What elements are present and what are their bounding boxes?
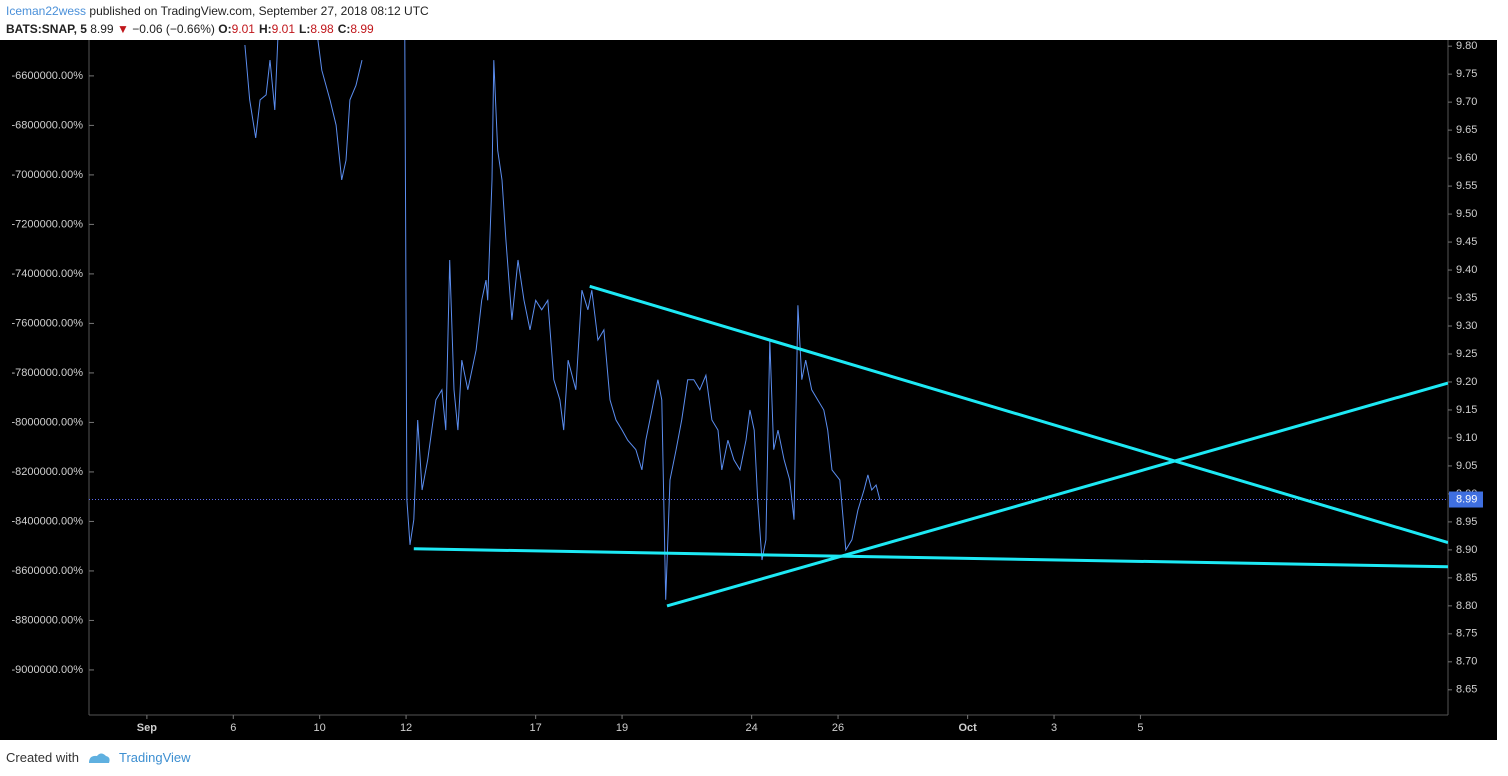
last-price-box [1449,491,1483,508]
y2-tick-label: 9.30 [1456,320,1477,332]
trend-line [666,381,1448,608]
price-line [244,40,881,600]
x-tick-label: 6 [230,722,236,734]
y-tick-label: -6800000.00% [11,119,83,131]
published: published on TradingView.com, September … [89,4,429,18]
ohlc: O:9.01 H:9.01 L:8.98 C:8.99 [218,22,377,36]
x-tick-label: 26 [832,722,844,734]
x-tick-label: 12 [400,722,412,734]
y-tick-label: -7800000.00% [11,367,83,379]
footer: Created with TradingView [6,750,191,765]
y2-tick-label: 9.10 [1456,432,1477,444]
y2-tick-label: 9.15 [1456,404,1477,416]
y2-tick-label: 8.65 [1456,684,1477,696]
y2-tick-label: 8.75 [1456,628,1477,640]
y-tick-label: -7600000.00% [11,317,83,329]
price: 8.99 [90,22,114,36]
created-with: Created with [6,750,79,765]
ohlc-label: C: [337,22,351,36]
y2-tick-label: 8.85 [1456,572,1477,584]
y-tick-label: -6600000.00% [11,70,83,82]
y2-tick-label: 9.35 [1456,292,1477,304]
trend-line [413,547,1448,569]
header-line-2: BATS:SNAP, 5 8.99 ▼ −0.06 (−0.66%) O:9.0… [6,22,378,36]
author[interactable]: Iceman22wess [6,4,87,18]
ohlc-value: 9.01 [231,22,255,36]
x-tick-label: 17 [530,722,542,734]
ohlc-label: H: [258,22,272,36]
ohlc-label: O: [218,22,232,36]
x-tick-label: 24 [746,722,758,734]
y-tick-label: -7200000.00% [11,218,83,230]
y2-tick-label: 9.05 [1456,460,1477,472]
last-price-label: 8.99 [1456,493,1477,505]
y-tick-label: -7400000.00% [11,268,83,280]
x-tick-label: Sep [137,722,157,734]
y2-tick-label: 9.55 [1456,180,1477,192]
x-tick-label: 10 [314,722,326,734]
chart: Sep 6 10 12 17 19 24 26 Oct 3 5 -6600000.00% -680000… [0,40,1497,740]
y2-tick-label: 9.70 [1456,96,1477,108]
y2-tick-label: 9.45 [1456,236,1477,248]
y2-tick-label: 9.65 [1456,124,1477,136]
x-tick-label: 3 [1051,722,1057,734]
plot-area [89,40,1448,608]
brand[interactable]: TradingView [118,750,191,765]
x-tick-label: 5 [1137,722,1143,734]
y2-tick-label: 9.80 [1456,40,1477,52]
ohlc-label: L: [299,22,311,36]
y-tick-label: -8200000.00% [11,466,83,478]
chart-background [0,40,1497,740]
y-tick-label: -9000000.00% [11,664,83,676]
y-tick-label: -8600000.00% [11,565,83,577]
down-icon: ▼ [116,22,129,36]
y2-tick-label: 8.90 [1456,544,1477,556]
ohlc-value: 9.01 [271,22,295,36]
x-tick-label: Oct [958,722,977,734]
x-tick-label: 19 [616,722,628,734]
symbol: BATS:SNAP, 5 [6,22,87,36]
y2-tick-label: 9.20 [1456,376,1477,388]
y2-tick-label: 9.40 [1456,264,1477,276]
ohlc-value: 8.99 [350,22,374,36]
header-line-1: Iceman22wess published on TradingView.co… [6,4,429,18]
change: −0.06 (−0.66%) [132,22,215,36]
trend-line [589,284,1448,545]
ohlc-value: 8.98 [310,22,334,36]
y-tick-label: -8800000.00% [11,614,83,626]
y2-tick-label: 8.70 [1456,656,1477,668]
y2-tick-label: 9.25 [1456,348,1477,360]
y2-tick-label: 9.50 [1456,208,1477,220]
logo [88,753,110,763]
y2-tick-label: 8.80 [1456,600,1477,612]
y-tick-label: -8000000.00% [11,416,83,428]
y-tick-label: -8400000.00% [11,515,83,527]
y2-tick-label: 9.60 [1456,152,1477,164]
y-tick-label: -7000000.00% [11,169,83,181]
y2-tick-label: 8.95 [1456,516,1477,528]
y2-tick-label: 9.75 [1456,68,1477,80]
